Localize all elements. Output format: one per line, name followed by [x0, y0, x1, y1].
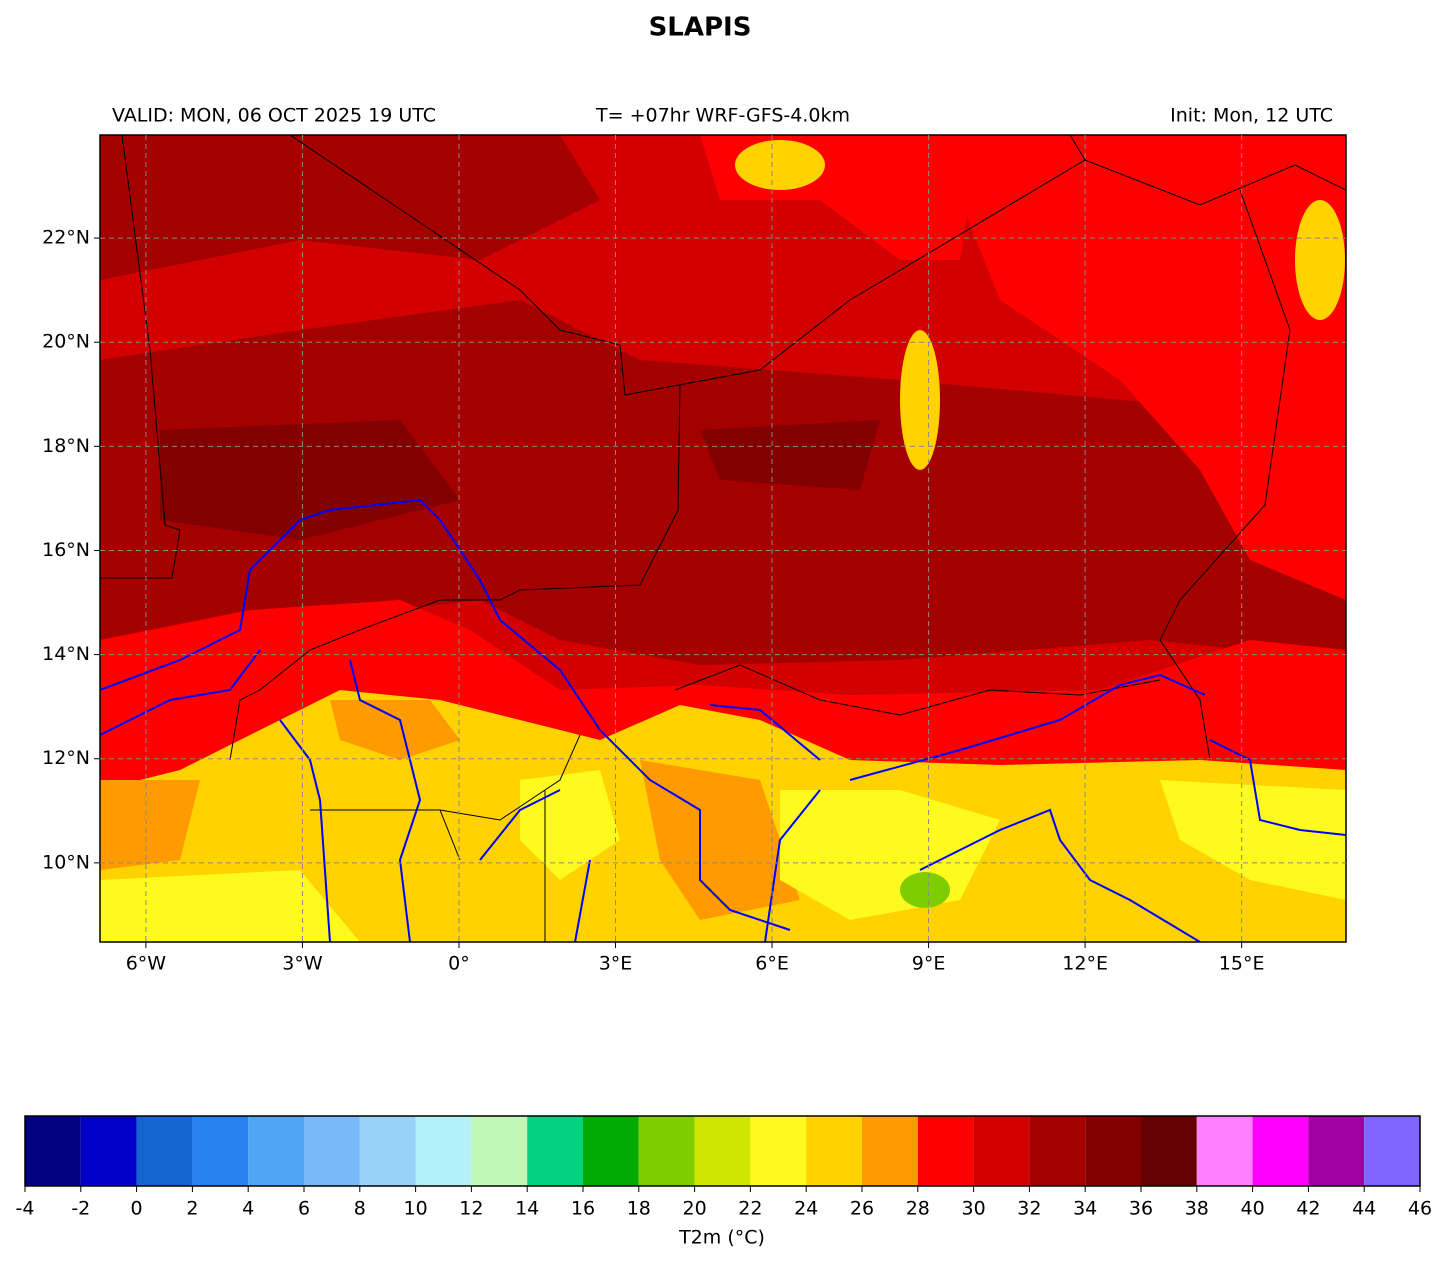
x-tick-label: 3°E	[599, 953, 633, 975]
y-tick-label: 12°N	[42, 747, 90, 769]
colorbar-swatch	[862, 1116, 918, 1186]
x-tick-label: 15°E	[1219, 953, 1265, 975]
colorbar-swatch	[917, 1116, 974, 1186]
map-frame	[99, 134, 1347, 943]
colorbar-tick-label: -4	[16, 1198, 35, 1220]
y-tick-label: 22°N	[42, 227, 90, 249]
colorbar-tick-label: 44	[1352, 1198, 1376, 1220]
colorbar-tick-label: 12	[459, 1198, 483, 1220]
colorbar-tick-label: 2	[186, 1198, 198, 1220]
colorbar-swatch	[527, 1116, 583, 1186]
colorbar-tick-label: 0	[131, 1198, 143, 1220]
colorbar-tick-label: 20	[683, 1198, 707, 1220]
title: SLAPIS	[649, 13, 752, 43]
colorbar-swatch	[1364, 1116, 1420, 1186]
init-label: Init: Mon, 12 UTC	[1170, 105, 1333, 127]
colorbar-swatch	[136, 1116, 193, 1186]
colorbar-swatch	[471, 1116, 528, 1186]
x-tick-label: 6°E	[755, 953, 789, 975]
colorbar-swatch	[1252, 1116, 1309, 1186]
colorbar-tick-label: 22	[738, 1198, 762, 1220]
colorbar-tick-label: 46	[1408, 1198, 1432, 1220]
colorbar-swatch	[1308, 1116, 1365, 1186]
colorbar-swatch	[80, 1116, 137, 1186]
colorbar-swatch	[359, 1116, 416, 1186]
colorbar-tick-label: 10	[404, 1198, 428, 1220]
temperature-field	[100, 135, 1346, 942]
valid-label: VALID: MON, 06 OCT 2025 19 UTC	[112, 105, 436, 127]
colorbar-swatch	[1141, 1116, 1197, 1186]
colorbar-swatch	[1029, 1116, 1086, 1186]
colorbar-swatch	[583, 1116, 639, 1186]
colorbar-swatch	[806, 1116, 862, 1186]
y-tick-label: 10°N	[42, 851, 90, 873]
run-label: T= +07hr WRF-GFS-4.0km	[595, 105, 850, 127]
colorbar-label: T2m (°C)	[678, 1227, 765, 1249]
x-tick-label: 12°E	[1062, 953, 1108, 975]
colorbar-swatch	[1085, 1116, 1141, 1186]
colorbar-tick-label: 28	[906, 1198, 930, 1220]
colorbar-tick-label: 26	[850, 1198, 874, 1220]
colorbar-swatch	[638, 1116, 695, 1186]
colorbar-tick-label: 38	[1185, 1198, 1209, 1220]
colorbar-tick-label: 4	[242, 1198, 254, 1220]
x-tick-label: 6°W	[126, 953, 167, 975]
colorbar-tick-label: 42	[1296, 1198, 1320, 1220]
colorbar-swatch	[304, 1116, 360, 1186]
y-tick-label: 16°N	[42, 539, 90, 561]
colorbar-swatch	[750, 1116, 807, 1186]
colorbar-tick-label: 6	[298, 1198, 310, 1220]
colorbar-swatch	[248, 1116, 304, 1186]
colorbar-tick-label: 24	[794, 1198, 818, 1220]
colorbar-tick-label: 18	[627, 1198, 651, 1220]
x-tick-label: 0°	[448, 953, 470, 975]
colorbar-tick-label: 14	[515, 1198, 539, 1220]
colorbar-tick-label: 32	[1017, 1198, 1041, 1220]
colorbar-swatch	[192, 1116, 249, 1186]
colorbar-tick-label: 30	[962, 1198, 986, 1220]
y-tick-label: 18°N	[42, 435, 90, 457]
colorbar-tick-label: 16	[571, 1198, 595, 1220]
colorbar-swatch	[694, 1116, 751, 1186]
colorbar-tick-label: 34	[1073, 1198, 1097, 1220]
colorbar-swatch	[1196, 1116, 1253, 1186]
colorbar-swatch	[973, 1116, 1030, 1186]
y-tick-label: 20°N	[42, 331, 90, 353]
x-tick-label: 9°E	[912, 953, 946, 975]
colorbar-frame	[24, 1115, 1421, 1187]
y-tick-label: 14°N	[42, 643, 90, 665]
colorbar-tick-label: -2	[71, 1198, 90, 1220]
colorbar-swatch	[25, 1116, 81, 1186]
colorbar-swatch	[415, 1116, 472, 1186]
x-tick-label: 3°W	[282, 953, 323, 975]
colorbar-tick-label: 40	[1241, 1198, 1265, 1220]
colorbar-tick-label: 8	[354, 1198, 366, 1220]
colorbar-tick-label: 36	[1129, 1198, 1153, 1220]
